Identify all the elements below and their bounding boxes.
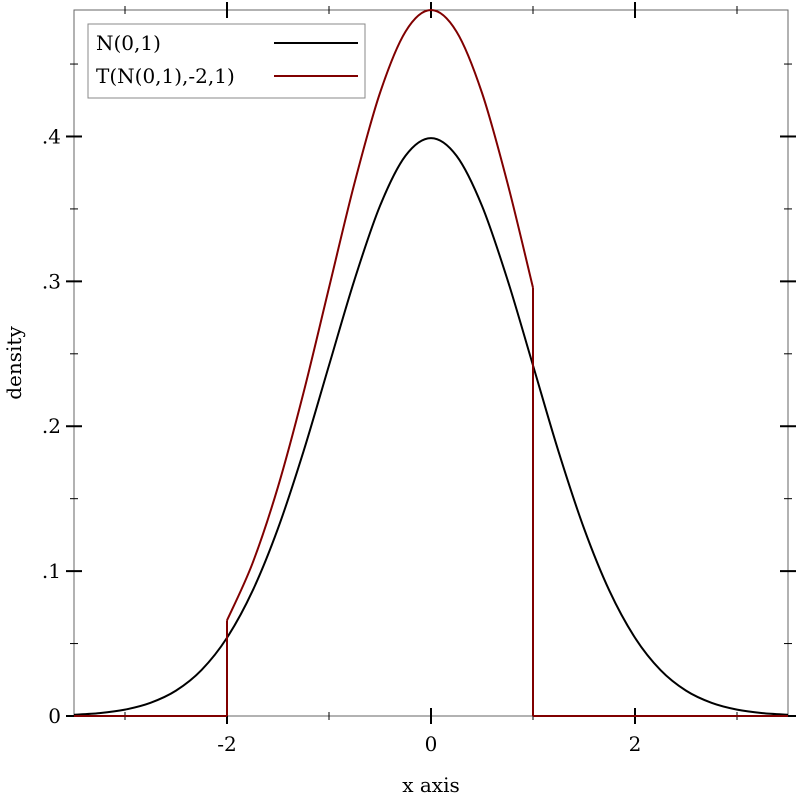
legend-label: N(0,1)	[96, 31, 161, 55]
x-axis-label: x axis	[402, 773, 460, 797]
y-tick-label: .1	[42, 559, 61, 583]
legend-box	[87, 23, 366, 99]
x-tick-label: -2	[217, 732, 236, 756]
y-tick-label: .2	[42, 414, 61, 438]
y-tick-label: 0	[48, 704, 61, 728]
plot-frame	[73, 9, 789, 717]
x-tick-label: 0	[425, 732, 438, 756]
legend-label: T(N(0,1),-2,1)	[96, 64, 235, 88]
y-tick-label: .3	[42, 269, 61, 293]
y-tick-label: .4	[42, 124, 61, 148]
y-axis-label: density	[2, 326, 26, 400]
series-line-1	[226, 8, 534, 621]
series-line-0	[73, 137, 789, 716]
x-tick-label: 2	[629, 732, 642, 756]
